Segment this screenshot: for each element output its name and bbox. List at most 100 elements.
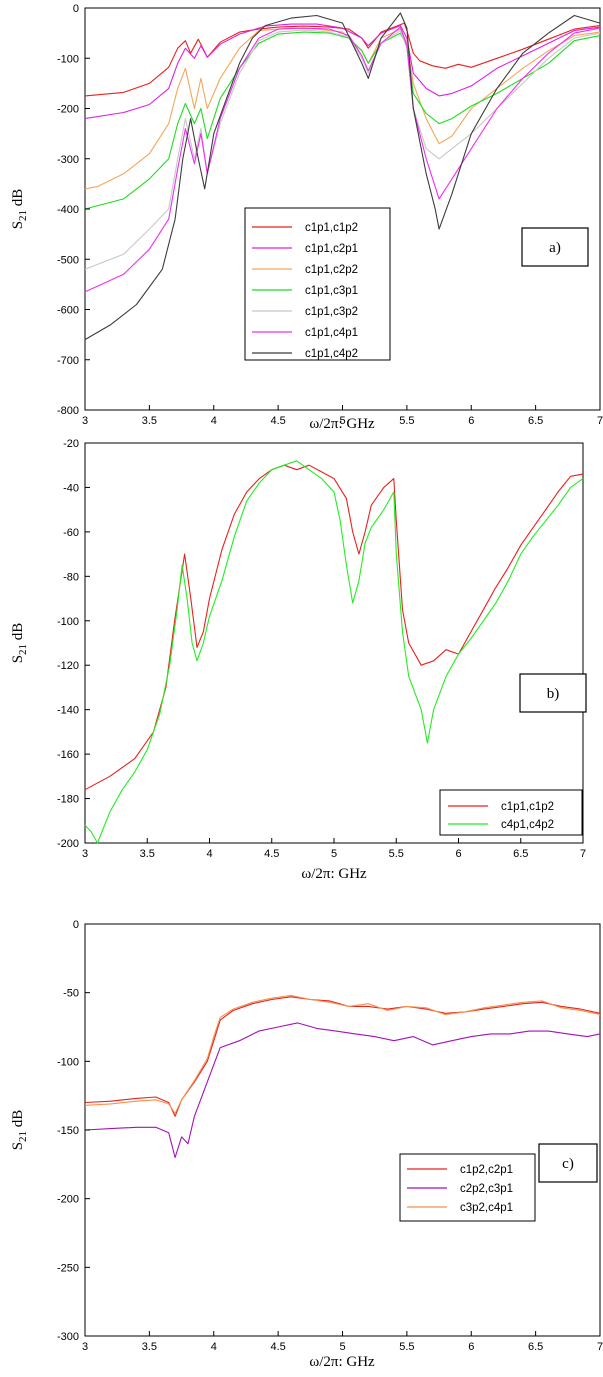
y-tick-label: -300	[57, 154, 79, 166]
x-tick-label: 3.5	[142, 415, 157, 427]
y-axis-label: S21 dB	[10, 1110, 29, 1151]
legend-box	[439, 789, 583, 836]
chart-panel-c: 3 3.5 4 4.5 5 5.5 6 6.5 7 0 -50 -100 -15…	[10, 919, 603, 1370]
y-tick-label: 0	[73, 3, 79, 15]
y-tick-label: -120	[57, 660, 79, 672]
series-line	[84, 994, 601, 1115]
y-tick-label: -200	[57, 1194, 79, 1206]
legend-entry: c1p1,c2p2	[305, 264, 358, 276]
x-tick-label: 4	[206, 848, 212, 860]
legend-entry: c1p1,c2p1	[305, 243, 358, 255]
series-line	[84, 460, 584, 844]
x-axis-label: ω/2π: GHz	[309, 416, 375, 432]
y-tick-label: -50	[63, 988, 79, 1000]
legend-entry: c4p1,c4p2	[501, 819, 554, 831]
series-line	[84, 12, 601, 341]
x-tick-label: 3.5	[140, 848, 155, 860]
x-tick-label: 5.5	[389, 848, 404, 860]
x-tick-label: 3	[82, 415, 88, 427]
panel-label: a)	[549, 240, 561, 256]
chart-panel-a: 3 3.5 4 4.5 5 5.5 6 6.5 7 0 -100 -200 -3…	[10, 3, 603, 432]
y-ticks: -20 -40 -60 -80 -100 -120 -140 -160 -180…	[57, 438, 79, 850]
y-tick-label: -500	[57, 254, 79, 266]
y-tick-label: -20	[63, 438, 79, 450]
y-axis-label: S21 dB	[10, 623, 29, 664]
y-tick-label: -300	[57, 1331, 79, 1343]
legend-entry: c1p1,c4p1	[305, 327, 358, 339]
y-tick-label: -200	[57, 104, 79, 116]
y-tick-label: -100	[57, 53, 79, 65]
x-tick-label: 4.5	[264, 848, 279, 860]
legend-entry: c3p2,c4p1	[460, 1202, 513, 1214]
y-ticks: 0 -100 -200 -300 -400 -500 -600 -700 -80…	[57, 3, 79, 417]
x-tick-label: 5	[339, 1341, 345, 1353]
x-tick-label: 6	[455, 848, 461, 860]
x-tick-label: 4	[211, 1341, 217, 1353]
series-line	[84, 23, 601, 120]
series-line	[84, 464, 584, 791]
x-tick-label: 7	[580, 848, 586, 860]
x-tick-label: 6.5	[513, 848, 528, 860]
x-ticks: 3 3.5 4 4.5 5 5.5 6 6.5 7	[82, 848, 586, 860]
x-tick-label: 4.5	[270, 415, 285, 427]
legend: c1p2,c2p1 c2p2,c3p1 c3p2,c4p1	[399, 1153, 536, 1222]
y-tick-label: -200	[57, 838, 79, 850]
y-tick-label: -800	[57, 405, 79, 417]
series-layer	[84, 12, 601, 341]
x-ticks: 3 3.5 4 4.5 5 5.5 6 6.5 7	[82, 415, 603, 427]
series-line	[84, 996, 601, 1117]
series-layer	[84, 994, 601, 1159]
series-line	[84, 31, 601, 210]
panel-label: c)	[562, 1156, 574, 1172]
y-tick-label: -150	[57, 1125, 79, 1137]
x-tick-label: 5	[331, 848, 337, 860]
x-tick-label: 5.5	[399, 1341, 414, 1353]
legend-entry: c1p1,c1p2	[501, 801, 554, 813]
y-axis-label: S21 dB	[10, 189, 29, 230]
y-tick-label: -80	[63, 571, 79, 583]
x-tick-label: 5	[339, 415, 345, 427]
legend-entry: c1p1,c3p1	[305, 285, 358, 297]
y-tick-label: -600	[57, 305, 79, 317]
panel-label-box: c)	[538, 1143, 598, 1183]
x-axis-label: ω/2π: GHz	[301, 866, 367, 882]
y-tick-label: -140	[57, 705, 79, 717]
x-tick-label: 6.5	[528, 1341, 543, 1353]
x-tick-label: 4	[211, 415, 217, 427]
x-axis-label: ω/2π: GHz	[309, 1354, 375, 1370]
y-tick-label: -180	[57, 794, 79, 806]
x-tick-label: 6	[468, 415, 474, 427]
x-tick-label: 7	[597, 1341, 603, 1353]
plot-area	[84, 442, 584, 844]
y-ticks: 0 -50 -100 -150 -200 -250 -300	[57, 919, 79, 1343]
x-tick-label: 3	[82, 848, 88, 860]
panel-label: b)	[547, 686, 560, 702]
panel-label-box: b)	[519, 673, 587, 713]
y-tick-label: -400	[57, 204, 79, 216]
x-ticks: 3 3.5 4 4.5 5 5.5 6 6.5 7	[82, 1341, 603, 1353]
x-tick-label: 6	[468, 1341, 474, 1353]
legend-entry: c2p2,c3p1	[460, 1183, 513, 1195]
y-tick-label: -700	[57, 355, 79, 367]
legend-entry: c1p1,c4p2	[305, 348, 358, 360]
x-tick-label: 5.5	[399, 415, 414, 427]
legend-entry: c1p1,c1p2	[305, 222, 358, 234]
y-tick-label: -40	[63, 482, 79, 494]
panel-label-box: a)	[521, 227, 589, 267]
legend-entry: c1p1,c3p2	[305, 306, 358, 318]
x-tick-label: 3	[82, 1341, 88, 1353]
y-tick-label: -250	[57, 1262, 79, 1274]
y-tick-label: -100	[57, 616, 79, 628]
x-tick-label: 6.5	[528, 415, 543, 427]
y-tick-label: -160	[57, 749, 79, 761]
x-tick-label: 4.5	[270, 1341, 285, 1353]
series-layer	[84, 460, 584, 844]
legend-box	[244, 207, 391, 361]
series-line	[84, 27, 601, 190]
chart-panel-b: 3 3.5 4 4.5 5 5.5 6 6.5 7 -20 -40 -60 -8…	[10, 438, 587, 882]
x-tick-label: 3.5	[142, 1341, 157, 1353]
legend: c1p1,c1p2 c4p1,c4p2	[439, 789, 583, 836]
series-line	[84, 1022, 601, 1159]
legend-entry: c1p2,c2p1	[460, 1164, 513, 1176]
